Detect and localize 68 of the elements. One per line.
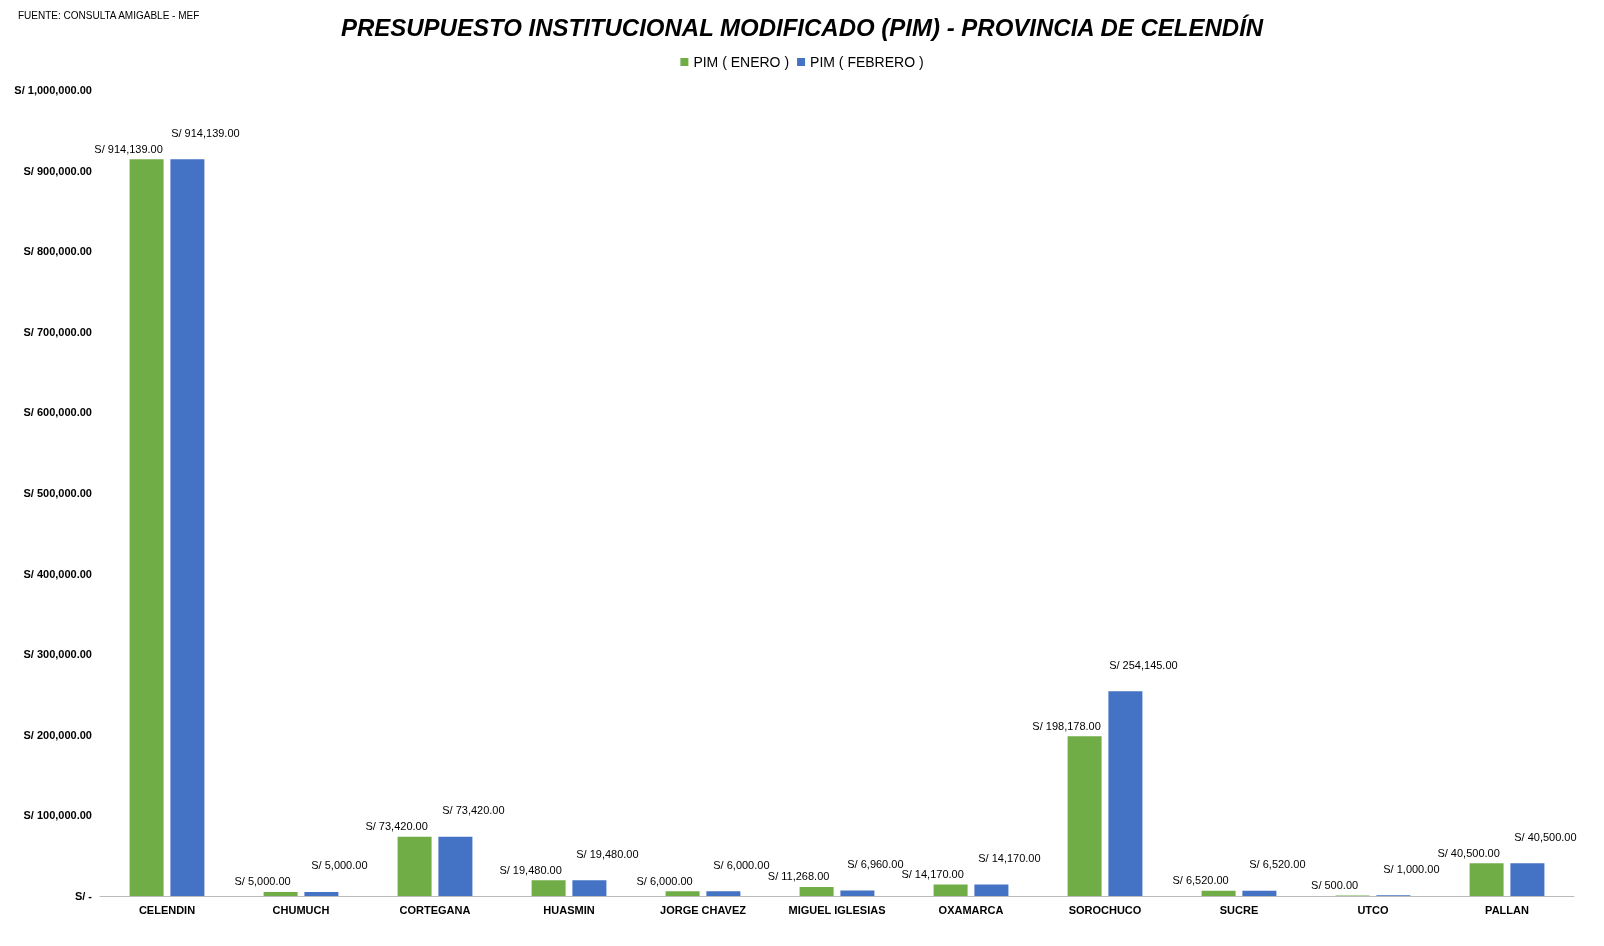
y-tick-label: S/ 900,000.00 [23, 164, 92, 177]
data-label: S/ 914,139.00 [171, 126, 240, 139]
bar [170, 159, 205, 896]
data-label: S/ 6,520.00 [1249, 858, 1306, 871]
bar [1067, 736, 1102, 896]
data-label: S/ 1,000.00 [1383, 862, 1440, 875]
data-label: S/ 14,170.00 [901, 868, 964, 881]
x-tick-label: HUASMIN [543, 903, 595, 916]
x-tick-label: CORTEGANA [399, 903, 471, 916]
data-label: S/ 11,268.00 [767, 870, 830, 883]
data-label: S/ 914,139.00 [94, 142, 163, 155]
bar [304, 891, 339, 896]
x-tick-label: MIGUEL IGLESIAS [788, 903, 886, 916]
bar [1469, 863, 1504, 896]
data-label: S/ 6,960.00 [847, 857, 904, 870]
bar [665, 891, 700, 896]
data-label: S/ 5,000.00 [234, 875, 291, 888]
data-label: S/ 254,145.00 [1109, 658, 1178, 671]
y-tick-label: S/ 200,000.00 [23, 728, 92, 741]
data-label: S/ 19,480.00 [499, 863, 562, 876]
y-tick-label: S/ 400,000.00 [23, 567, 92, 580]
data-label: S/ 6,000.00 [713, 858, 770, 871]
y-tick-label: S/ 700,000.00 [23, 325, 92, 338]
data-label: S/ 6,000.00 [636, 874, 693, 887]
y-tick-label: S/ 300,000.00 [23, 648, 92, 661]
chart-title: PRESUPUESTO INSTITUCIONAL MODIFICADO (PIM) - PROVINCIA DE CELENDÍN [340, 13, 1264, 41]
x-tick-label: SUCRE [1219, 903, 1259, 916]
data-label: S/ 500.00 [1311, 879, 1359, 892]
y-tick-label: S/ 800,000.00 [23, 245, 92, 258]
bar [706, 891, 741, 896]
legend-label: PIM ( FEBRERO ) [810, 54, 924, 70]
bar [438, 836, 473, 896]
bar [1201, 890, 1236, 896]
bar [1108, 691, 1143, 896]
y-tick-label: S/ 600,000.00 [23, 406, 92, 419]
data-label: S/ 6,520.00 [1172, 874, 1229, 887]
x-tick-label: UTCO [1357, 903, 1390, 916]
bar [129, 159, 164, 896]
bar [974, 884, 1009, 896]
data-label: S/ 19,480.00 [576, 847, 639, 860]
data-label: S/ 14,170.00 [978, 852, 1041, 865]
bar [531, 880, 566, 896]
bar [799, 886, 834, 896]
data-label: S/ 40,500.00 [1514, 830, 1577, 843]
y-tick-label: S/ 1,000,000.00 [14, 84, 92, 96]
x-tick-label: PALLAN [1485, 903, 1529, 916]
legend-label: PIM ( ENERO ) [693, 54, 790, 70]
bar [572, 880, 607, 896]
data-label: S/ 40,500.00 [1437, 846, 1500, 859]
source-note: FUENTE: CONSULTA AMIGABLE - MEF [18, 9, 200, 21]
bar [263, 891, 298, 896]
data-label: S/ 5,000.00 [311, 859, 368, 872]
x-tick-label: CELENDIN [138, 903, 196, 916]
bar [397, 836, 432, 896]
x-tick-label: CHUMUCH [272, 903, 330, 916]
x-tick-label: OXAMARCA [938, 903, 1004, 916]
bar [933, 884, 968, 896]
bar [1242, 890, 1277, 896]
bar [840, 890, 875, 896]
bar [1510, 863, 1545, 896]
y-tick-label: S/ 100,000.00 [23, 809, 92, 822]
y-tick-label: S/ - [74, 890, 93, 902]
x-tick-label: JORGE CHAVEZ [660, 903, 747, 916]
y-tick-label: S/ 500,000.00 [23, 487, 92, 499]
x-tick-label: SOROCHUCO [1068, 903, 1142, 916]
data-label: S/ 73,420.00 [442, 804, 505, 817]
data-label: S/ 73,420.00 [365, 820, 428, 833]
data-label: S/ 198,178.00 [1032, 719, 1101, 732]
